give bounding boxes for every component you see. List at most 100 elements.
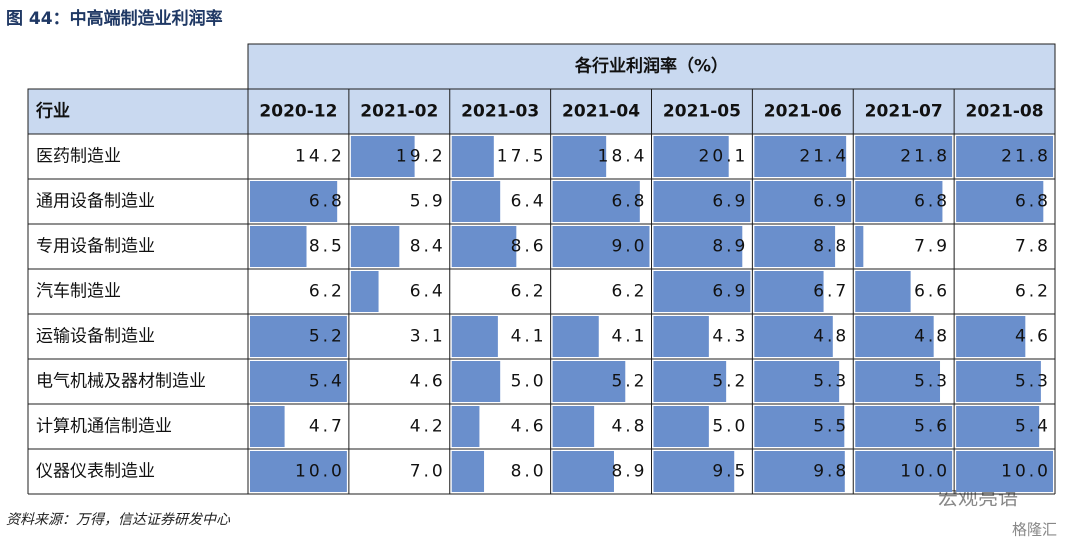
cell-value: 5.3	[813, 372, 849, 392]
data-bar	[653, 181, 751, 222]
data-bar	[350, 271, 379, 312]
data-bar	[956, 316, 1026, 357]
cell-value: 5.4	[1015, 417, 1051, 437]
cell-value: 4.6	[511, 417, 547, 437]
watermark: 格隆汇	[1012, 521, 1057, 539]
cell-value: 21.4	[799, 147, 849, 167]
data-bar	[552, 181, 640, 222]
data-bar	[956, 451, 1053, 492]
cell-value: 5.2	[309, 327, 345, 347]
cell-value: 6.9	[712, 192, 748, 212]
cell-value: 4.6	[410, 372, 446, 392]
data-bar	[552, 451, 614, 492]
data-bar	[653, 136, 729, 177]
cell-value: 7.8	[1015, 237, 1051, 257]
data-bar	[451, 406, 480, 447]
cell-value: 4.7	[309, 417, 345, 437]
data-bar	[855, 406, 953, 447]
cell-value: 21.8	[1001, 147, 1051, 167]
cell-value: 6.2	[611, 282, 647, 302]
cell-value: 6.4	[511, 192, 547, 212]
cell-value: 20.1	[699, 147, 749, 167]
data-bar	[451, 451, 485, 492]
column-header: 2021-03	[461, 102, 539, 122]
cell-value: 5.4	[309, 372, 345, 392]
column-header: 2021-07	[865, 102, 943, 122]
row-label: 专用设备制造业	[36, 237, 155, 257]
cell-value: 6.4	[410, 282, 446, 302]
cell-value: 5.3	[914, 372, 950, 392]
column-header: 2021-04	[562, 102, 640, 122]
row-label: 汽车制造业	[36, 282, 121, 302]
cell-value: 14.2	[295, 147, 345, 167]
data-bar	[754, 361, 840, 402]
data-bar	[250, 181, 338, 222]
data-bar	[653, 316, 709, 357]
data-bar	[451, 181, 501, 222]
data-bar	[855, 136, 953, 177]
header-row-label: 行业	[35, 101, 70, 122]
data-bar	[956, 136, 1053, 177]
cell-value: 4.8	[611, 417, 647, 437]
column-header: 2021-06	[764, 102, 842, 122]
row-label: 电气机械及器材制造业	[36, 372, 206, 392]
data-bar	[653, 361, 727, 402]
data-bar	[552, 316, 599, 357]
data-bar	[250, 406, 285, 447]
cell-value: 21.8	[900, 147, 950, 167]
cell-value: 19.2	[396, 147, 446, 167]
cell-value: 6.8	[309, 192, 345, 212]
cell-value: 5.2	[712, 372, 748, 392]
cell-value: 7.9	[914, 237, 950, 257]
data-bar	[855, 271, 911, 312]
data-bar	[855, 316, 934, 357]
row-label: 计算机通信制造业	[36, 417, 172, 437]
cell-value: 9.0	[611, 237, 647, 257]
data-bar	[653, 226, 743, 267]
column-header: 2020-12	[259, 102, 337, 122]
cell-value: 10.0	[1001, 462, 1051, 482]
data-bar	[754, 316, 833, 357]
cell-value: 8.9	[611, 462, 647, 482]
cell-value: 5.0	[511, 372, 547, 392]
cell-value: 4.1	[611, 327, 647, 347]
data-bar	[956, 181, 1044, 222]
header-row-cell	[27, 88, 1056, 135]
cell-value: 10.0	[900, 462, 950, 482]
cell-value: 6.7	[813, 282, 849, 302]
cell-value: 5.3	[1015, 372, 1051, 392]
cell-value: 3.1	[410, 327, 446, 347]
cell-value: 9.8	[813, 462, 849, 482]
data-bar	[855, 361, 941, 402]
data-bar	[653, 271, 751, 312]
cell-value: 6.6	[914, 282, 950, 302]
cell-value: 6.8	[914, 192, 950, 212]
cell-value: 6.8	[611, 192, 647, 212]
cell-value: 5.9	[410, 192, 446, 212]
cell-value: 4.8	[813, 327, 849, 347]
data-bar	[451, 226, 517, 267]
column-header: 2021-08	[966, 102, 1044, 122]
row-label: 仪器仪表制造业	[36, 462, 155, 482]
data-bar	[552, 136, 607, 177]
cell-value: 4.6	[1015, 327, 1051, 347]
header-group: 各行业利润率（%）	[574, 56, 728, 77]
row-label: 医药制造业	[36, 147, 121, 167]
cell-value: 8.9	[712, 237, 748, 257]
cell-value: 5.0	[712, 417, 748, 437]
cell-value: 6.2	[511, 282, 547, 302]
data-bar	[451, 361, 501, 402]
data-bar	[855, 451, 953, 492]
data-bar	[451, 316, 498, 357]
data-bar	[350, 136, 415, 177]
data-bar	[552, 226, 650, 267]
cell-value: 5.2	[611, 372, 647, 392]
cell-value: 8.4	[410, 237, 446, 257]
cell-value: 6.8	[1015, 192, 1051, 212]
cell-value: 4.8	[914, 327, 950, 347]
cell-value: 8.6	[511, 237, 547, 257]
figure-title: 图 44：中高端制造业利润率	[6, 8, 223, 29]
data-bar	[956, 361, 1041, 402]
data-bar	[754, 226, 836, 267]
